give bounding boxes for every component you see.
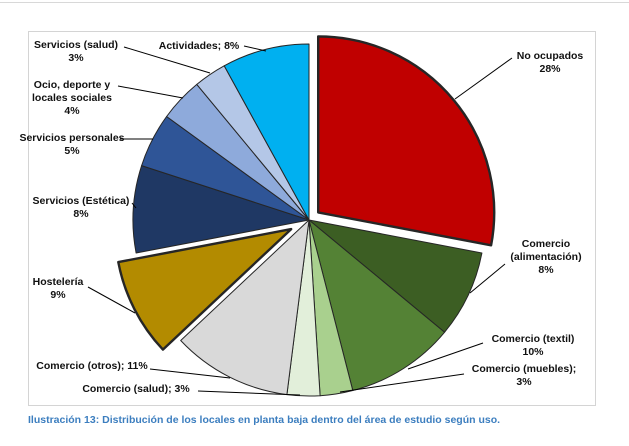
leader-line-comercio-textil (407, 342, 484, 370)
pie-slices (117, 35, 496, 397)
leader-line-servicios-estetica (131, 202, 137, 209)
leader-lines (87, 45, 513, 396)
leader-line-ocio-deporte-locales-sociales (117, 85, 184, 99)
pie-slice-comercio-alimentacion (308, 219, 483, 333)
pie-slice-no-ocupados (317, 35, 496, 247)
pie-slice-hosteleria (117, 227, 293, 351)
leader-line-servicios-salud (123, 46, 211, 74)
page-top-rule (0, 2, 629, 3)
leader-line-comercio-salud (197, 390, 301, 396)
pie-slice-comercio-otros (180, 219, 310, 396)
leader-line-no-ocupados (454, 57, 513, 100)
figure-caption: Ilustración 13: Distribución de los loca… (28, 414, 501, 426)
leader-line-hosteleria (87, 286, 136, 314)
leader-line-comercio-muebles (339, 373, 465, 393)
leader-line-actividades (243, 45, 267, 52)
leader-line-comercio-otros (149, 368, 231, 379)
pie-slice-servicios-estetica (132, 165, 310, 254)
pie-slice-actividades (223, 43, 310, 221)
leader-line-comercio-alimentacion (469, 263, 506, 294)
